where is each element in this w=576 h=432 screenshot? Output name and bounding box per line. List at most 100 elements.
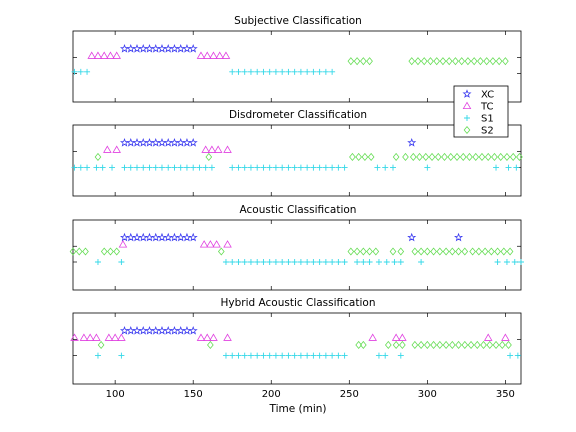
point-tc xyxy=(221,51,231,59)
point-s1 xyxy=(165,164,172,171)
point-s1 xyxy=(297,68,304,75)
point-s1 xyxy=(158,164,165,171)
point-s1 xyxy=(266,164,273,171)
x-tick-label: 200 xyxy=(262,389,281,400)
point-s1 xyxy=(279,259,286,265)
point-s1 xyxy=(247,68,254,75)
point-s1 xyxy=(266,352,273,359)
point-s2 xyxy=(488,247,495,256)
point-s1 xyxy=(329,352,336,359)
point-s1 xyxy=(390,164,396,171)
point-xc xyxy=(407,137,417,147)
point-s1 xyxy=(322,164,329,171)
point-s2 xyxy=(424,247,431,256)
point-s2 xyxy=(422,152,430,161)
point-s1 xyxy=(513,164,520,171)
point-s2 xyxy=(217,247,225,256)
point-tc xyxy=(93,51,103,59)
point-s2 xyxy=(420,57,428,66)
point-s2 xyxy=(347,57,355,66)
point-tc xyxy=(202,51,212,59)
point-s1 xyxy=(310,259,317,265)
point-s1 xyxy=(247,259,254,265)
legend-marker-s2 xyxy=(463,125,471,135)
point-s1 xyxy=(254,68,261,75)
point-s1 xyxy=(279,352,286,359)
x-axis-label: Time (min) xyxy=(268,403,326,415)
point-s1 xyxy=(77,68,84,75)
point-s1 xyxy=(310,352,317,359)
point-s2 xyxy=(509,152,517,161)
point-s1 xyxy=(121,164,128,171)
point-s2 xyxy=(448,340,456,349)
point-s1 xyxy=(514,352,521,359)
point-s2 xyxy=(469,247,476,256)
point-s2 xyxy=(480,340,487,349)
point-s1 xyxy=(229,68,236,75)
point-s1 xyxy=(360,259,367,265)
point-tc xyxy=(196,51,206,59)
point-s2 xyxy=(433,57,441,66)
point-s2 xyxy=(503,152,511,161)
point-s1 xyxy=(505,164,512,171)
point-tc xyxy=(483,333,493,341)
point-s1 xyxy=(383,259,390,265)
point-s1 xyxy=(374,164,381,171)
point-s2 xyxy=(427,57,434,66)
point-s2 xyxy=(452,57,459,66)
point-tc xyxy=(79,333,89,341)
point-s1 xyxy=(109,164,116,171)
point-s2 xyxy=(402,152,409,161)
point-s1 xyxy=(304,164,311,171)
point-s2 xyxy=(464,57,472,66)
point-s2 xyxy=(455,340,462,349)
point-s2 xyxy=(392,152,400,161)
legend-marker-xc xyxy=(462,89,472,98)
point-tc xyxy=(196,333,206,341)
point-s1 xyxy=(375,259,382,265)
point-s2 xyxy=(505,340,512,349)
point-s1 xyxy=(241,164,248,171)
point-s1 xyxy=(247,352,254,359)
point-s1 xyxy=(297,352,304,359)
point-s1 xyxy=(304,68,311,75)
point-s1 xyxy=(272,259,279,265)
point-s2 xyxy=(445,57,453,66)
point-s1 xyxy=(260,68,267,75)
point-s2 xyxy=(481,247,489,256)
point-s2 xyxy=(477,57,484,66)
point-s2 xyxy=(372,247,380,256)
point-s1 xyxy=(518,259,524,265)
point-s2 xyxy=(472,152,480,161)
point-s1 xyxy=(322,352,329,359)
point-tc xyxy=(87,51,97,59)
point-s1 xyxy=(335,352,342,359)
point-s1 xyxy=(291,352,298,359)
point-s1 xyxy=(424,164,431,171)
point-s1 xyxy=(341,352,348,359)
panel-0 xyxy=(71,30,522,103)
point-s1 xyxy=(260,352,267,359)
point-s2 xyxy=(491,152,498,161)
point-s1 xyxy=(335,164,342,171)
point-s1 xyxy=(235,259,242,265)
x-tick-label: 350 xyxy=(496,389,515,400)
point-tc xyxy=(112,51,122,59)
axes-box xyxy=(72,30,522,103)
point-s2 xyxy=(494,247,501,256)
point-tc xyxy=(391,333,401,341)
point-tc xyxy=(106,51,115,59)
point-s2 xyxy=(466,152,473,161)
point-s2 xyxy=(416,152,423,161)
point-s1 xyxy=(146,164,153,171)
point-s2 xyxy=(447,152,455,161)
axes-box xyxy=(72,312,522,385)
point-s1 xyxy=(254,259,261,265)
point-s2 xyxy=(414,57,422,66)
point-s2 xyxy=(484,152,492,161)
legend-label-s1: S1 xyxy=(481,114,494,125)
legend-label-tc: TC xyxy=(480,102,494,113)
point-s2 xyxy=(107,247,114,256)
point-tc xyxy=(207,145,217,153)
